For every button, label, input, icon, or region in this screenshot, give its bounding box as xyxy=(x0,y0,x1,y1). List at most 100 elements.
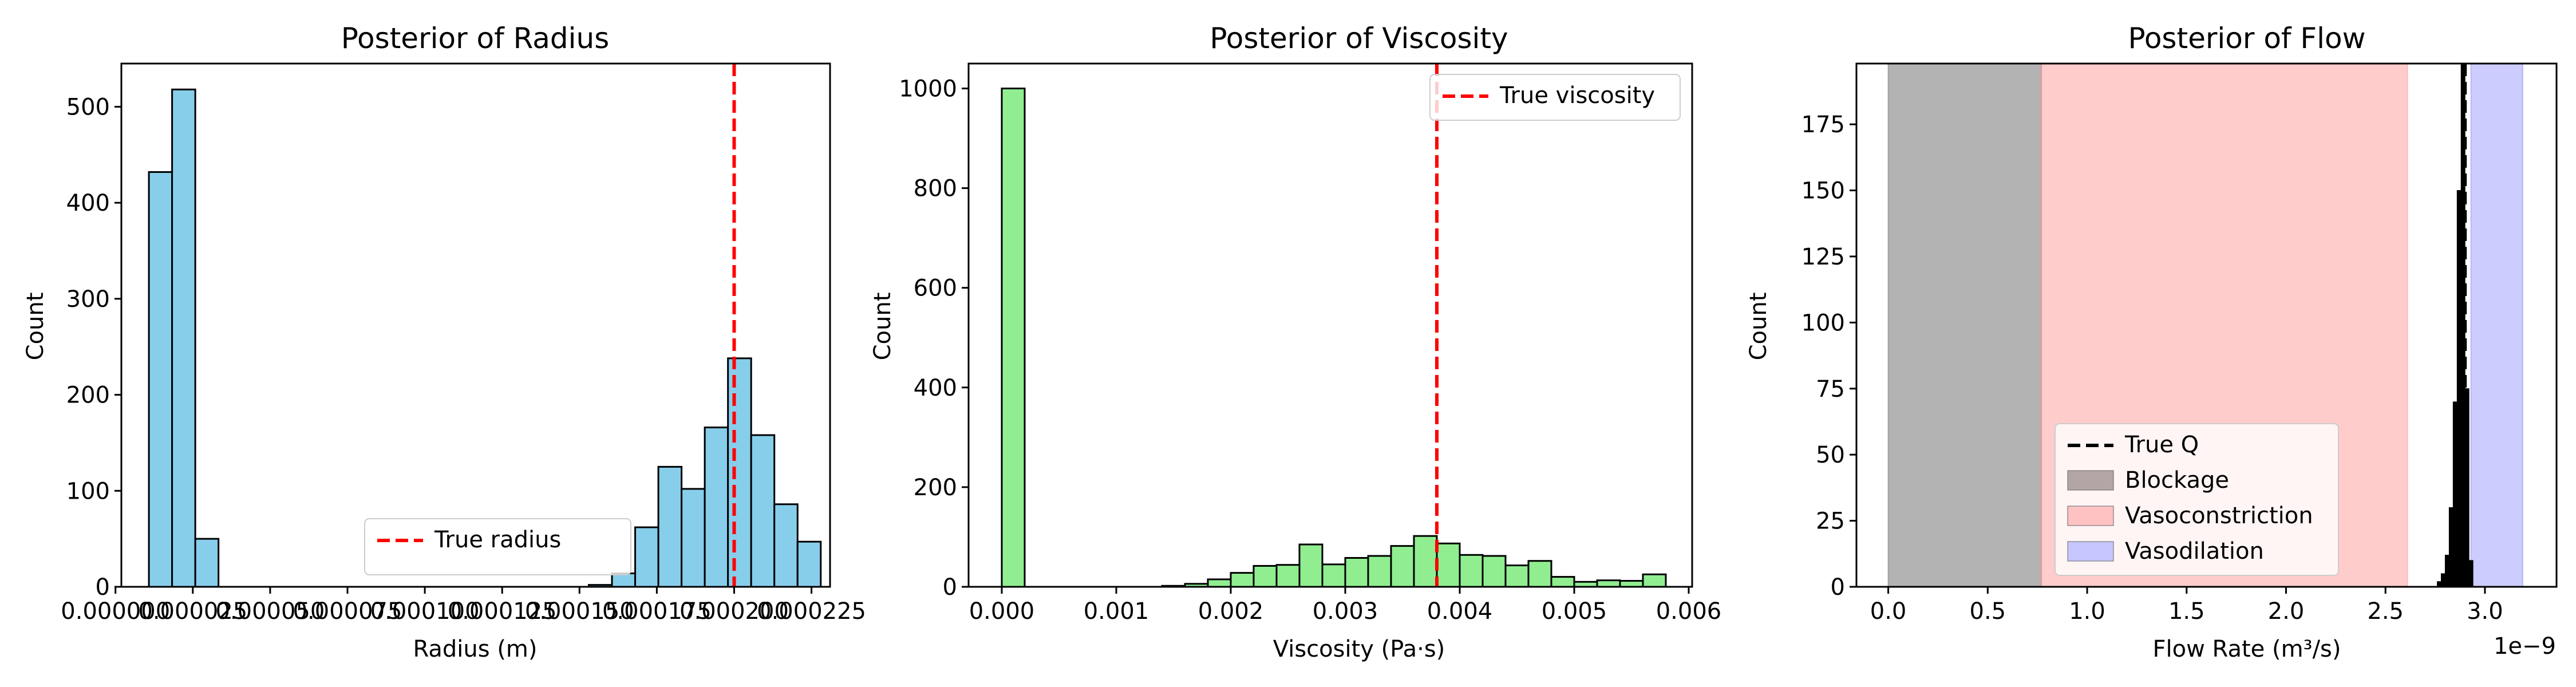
viscosity-ytick-label: 1000 xyxy=(899,76,957,102)
radius-ytick-label: 400 xyxy=(66,190,110,216)
viscosity-ytick-label: 400 xyxy=(914,375,957,401)
flow-bar xyxy=(2440,573,2445,587)
flow-title: Posterior of Flow xyxy=(2128,22,2365,55)
radius-xtick-label: 0.000025 xyxy=(138,598,247,625)
viscosity-bar xyxy=(1550,576,1575,587)
flow-legend: True Q Blockage Vasoconstriction Vasodilati… xyxy=(2055,423,2339,576)
flow-xlabel: Flow Rate (m³/s) xyxy=(2153,636,2341,662)
viscosity-bar xyxy=(1207,578,1232,587)
radius-title: Posterior of Radius xyxy=(341,22,610,55)
radius-xtick-label: 0.000225 xyxy=(757,598,866,625)
radius-xtick-label: 0.000050 xyxy=(215,598,325,625)
radius-bar xyxy=(171,88,196,587)
flow-xtick-label: 1.5 xyxy=(2168,598,2205,625)
viscosity-axes-frame xyxy=(967,62,1693,588)
flow-ytick-label: 25 xyxy=(1816,508,1845,535)
flow-bar xyxy=(2468,560,2474,587)
viscosity-bar xyxy=(1344,557,1369,587)
flow-span-blockage xyxy=(1887,64,2042,587)
viscosity-bar xyxy=(1367,555,1392,587)
viscosity-bar xyxy=(1275,564,1301,587)
flow-legend-label: Vasoconstriction xyxy=(2125,503,2313,529)
radius-ytick-label: 300 xyxy=(66,286,110,313)
radius-bar xyxy=(750,434,776,587)
panel-radius: Posterior of Radius 0.0000000.0000250.00… xyxy=(22,22,866,662)
flow-ytick-label: 175 xyxy=(1801,112,1845,138)
viscosity-plot-area: 0.000 0.001 0.002 0.003 0.004 0.005 0.006 0 200 4… xyxy=(899,62,1722,625)
radius-bar xyxy=(194,538,220,587)
viscosity-bar xyxy=(1298,543,1323,587)
radius-ytick-label: 100 xyxy=(66,478,110,504)
flow-xtick-label: 1.0 xyxy=(2069,598,2105,625)
radius-axes-frame xyxy=(120,62,831,588)
flow-legend-label: True Q xyxy=(2124,432,2199,458)
radius-bar xyxy=(727,357,752,587)
flow-ytick-label: 100 xyxy=(1801,310,1845,336)
viscosity-bar xyxy=(1390,545,1415,587)
radius-legend: True radius xyxy=(364,518,631,575)
viscosity-ytick-label: 0 xyxy=(943,574,957,601)
viscosity-bar xyxy=(1596,579,1621,587)
flow-legend-label: Vasodilation xyxy=(2125,538,2264,564)
panel-flow: Posterior of Flow 0.0 0.5 1.0 1.5 2.0 2.5 3.00… xyxy=(1745,22,2558,662)
radius-ytick-label: 500 xyxy=(66,94,110,120)
flow-ytick-label: 0 xyxy=(1831,574,1845,601)
viscosity-bar xyxy=(1459,554,1484,587)
viscosity-ytick-label: 200 xyxy=(914,475,957,501)
radius-xtick-label: 0.000200 xyxy=(679,598,789,625)
radius-xtick-label: 0.000000 xyxy=(61,598,170,625)
viscosity-xtick-label: 0.000 xyxy=(969,598,1035,625)
viscosity-bar xyxy=(1436,542,1461,587)
radius-bar xyxy=(796,540,822,587)
flow-xtick-label: 0.0 xyxy=(1870,598,1907,625)
flow-legend-patch-swatch xyxy=(2067,506,2114,526)
radius-legend-box xyxy=(364,518,631,575)
flow-offset-text: 1e−9 xyxy=(2494,633,2556,660)
radius-ytick-label: 200 xyxy=(66,382,110,409)
viscosity-title: Posterior of Viscosity xyxy=(1210,22,1508,55)
radius-plot-area: 0.0000000.0000250.0000500.0000750.000100… xyxy=(61,62,866,625)
viscosity-xtick-label: 0.004 xyxy=(1427,598,1493,625)
flow-bar xyxy=(2452,401,2458,587)
flow-axes-frame xyxy=(1855,62,2558,588)
viscosity-bar xyxy=(1619,580,1644,587)
flow-bar xyxy=(2456,190,2462,587)
viscosity-ytick-label: 600 xyxy=(914,275,957,302)
flow-legend-patch-swatch xyxy=(2067,541,2114,562)
radius-xlabel: Radius (m) xyxy=(413,636,537,662)
flow-ytick-label: 125 xyxy=(1801,244,1845,270)
viscosity-bar xyxy=(1230,572,1255,587)
radius-bar xyxy=(681,488,706,587)
flow-bar xyxy=(2444,555,2449,587)
viscosity-ylabel: Count xyxy=(870,293,896,361)
flow-xtick-label: 2.5 xyxy=(2367,598,2404,625)
viscosity-legend: True viscosity xyxy=(1429,74,1681,121)
radius-bar xyxy=(611,572,637,587)
radius-xtick-label: 0.000100 xyxy=(370,598,480,625)
flow-plot-area: 0.0 0.5 1.0 1.5 2.0 2.5 3.0 0 25 50 75 100 125 150 175… xyxy=(1801,62,2558,625)
viscosity-bar xyxy=(1527,560,1552,587)
viscosity-ytick-label: 800 xyxy=(914,176,957,202)
viscosity-bar xyxy=(1642,573,1667,587)
flow-ytick-label: 75 xyxy=(1816,376,1845,402)
viscosity-bar xyxy=(1321,563,1346,587)
flow-xtick-label: 3.0 xyxy=(2467,598,2503,625)
viscosity-xlabel: Viscosity (Pa·s) xyxy=(1273,636,1445,662)
viscosity-legend-box xyxy=(1429,74,1681,121)
panel-viscosity: Posterior of Viscosity 0.000 0.001 0.002 0.… xyxy=(870,22,1721,662)
flow-legend-box xyxy=(2055,423,2339,576)
viscosity-xtick-label: 0.006 xyxy=(1656,598,1722,625)
viscosity-xtick-label: 0.002 xyxy=(1198,598,1264,625)
radius-ylabel: Count xyxy=(22,293,49,361)
flow-span-vasodilation xyxy=(2470,64,2523,587)
viscosity-legend-label: True viscosity xyxy=(1499,82,1655,109)
radius-bar xyxy=(657,465,683,587)
flow-ylabel: Count xyxy=(1745,293,1772,361)
viscosity-bar xyxy=(1413,535,1438,587)
radius-bar xyxy=(704,427,729,587)
viscosity-bar xyxy=(1253,564,1278,587)
flow-legend-patch-swatch xyxy=(2067,470,2114,491)
viscosity-bar xyxy=(1481,555,1507,587)
flow-xtick-label: 2.0 xyxy=(2268,598,2305,625)
